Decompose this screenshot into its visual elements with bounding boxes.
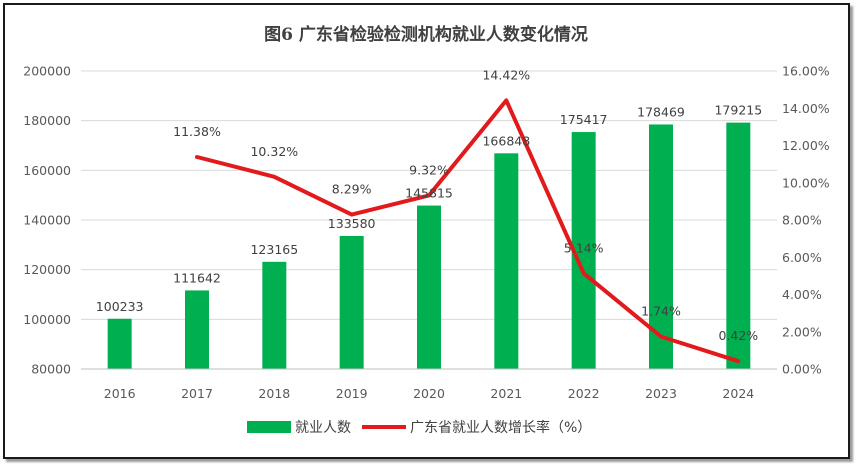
x-axis: 2016 2017 2018 2019 2020 2021 2022 2023 2024 [81, 368, 777, 401]
bar [262, 261, 287, 369]
bar-data-label: 111642 [173, 270, 221, 285]
left-axis-tick-label: 200000 [23, 64, 71, 79]
chart-canvas: 图6 广东省检验检测机构就业人数变化情况 80000 100000 120000 14… [23, 24, 830, 436]
line-data-label: 1.74% [641, 304, 681, 319]
right-axis-tick-label: 4.00% [782, 287, 822, 302]
chart-frame: 图6 广东省检验检测机构就业人数变化情况 80000 100000 120000 14… [3, 3, 850, 459]
bar [185, 290, 209, 369]
right-axis-tick-label: 8.00% [782, 213, 822, 228]
right-axis-tick-label: 2.00% [782, 324, 822, 339]
bar [494, 153, 519, 369]
growth-rate-line [195, 98, 741, 364]
bar-series [107, 122, 751, 369]
chart-title: 图6 广东省检验检测机构就业人数变化情况 [264, 24, 588, 45]
left-axis-tick-label: 100000 [23, 312, 71, 327]
bar-data-label: 123165 [250, 242, 298, 257]
legend-label-line: 广东省就业人数增长率（%） [410, 419, 591, 436]
line-series [195, 98, 741, 364]
right-axis-tick-label: 16.00% [782, 64, 830, 79]
line-data-label: 0.42% [718, 328, 758, 343]
x-axis-tick-label: 2018 [258, 386, 290, 401]
bar-data-label: 175417 [560, 112, 608, 127]
left-axis-tick-label: 80000 [31, 362, 71, 377]
x-axis-tick-label: 2019 [336, 386, 368, 401]
right-axis-tick-label: 6.00% [782, 250, 822, 265]
line-data-labels: 11.38% 10.32% 8.29% 9.32% 14.42% 5.14% 1.74% 0.… [173, 67, 758, 343]
line-data-label: 8.29% [332, 182, 372, 197]
line-data-label: 5.14% [564, 240, 604, 255]
bar-data-label: 100233 [96, 299, 144, 314]
legend-swatch-bar [247, 421, 291, 433]
right-axis-tick-label: 0.00% [782, 362, 822, 377]
bar [649, 124, 673, 369]
right-axis-tick-label: 14.00% [782, 101, 830, 116]
right-axis-tick-label: 12.00% [782, 138, 830, 153]
bar-data-label: 179215 [714, 103, 762, 118]
right-axis: 0.00% 2.00% 4.00% 6.00% 8.00% 10.00% 12.00% 14.… [782, 64, 830, 377]
left-axis: 80000 100000 120000 140000 160000 180000 20000… [23, 64, 71, 377]
line-data-label: 11.38% [173, 124, 221, 139]
bar-data-label: 178469 [637, 104, 685, 119]
x-axis-tick-label: 2023 [645, 386, 677, 401]
bar [417, 205, 441, 369]
x-axis-tick-label: 2017 [181, 386, 213, 401]
bar-data-label: 145815 [405, 186, 453, 201]
legend-label-bar: 就业人数 [295, 420, 351, 436]
line-data-label: 9.32% [409, 162, 449, 177]
legend: 就业人数 广东省就业人数增长率（%） [247, 419, 591, 436]
left-axis-tick-label: 120000 [23, 262, 71, 277]
x-axis-tick-label: 2021 [490, 386, 522, 401]
bar-data-label: 133580 [328, 216, 376, 231]
bar-data-label: 166848 [482, 133, 530, 148]
x-axis-tick-label: 2016 [104, 386, 136, 401]
x-axis-tick-label: 2024 [722, 386, 754, 401]
line-data-label: 10.32% [250, 144, 298, 159]
bar [339, 235, 364, 369]
bar [107, 318, 132, 369]
bar-data-labels: 100233 111642 123165 133580 145815 166848 1754… [96, 103, 762, 314]
line-data-label: 14.42% [482, 67, 530, 82]
bar [726, 122, 751, 369]
left-axis-tick-label: 140000 [23, 213, 71, 228]
x-axis-tick-label: 2022 [568, 386, 600, 401]
left-axis-tick-label: 180000 [23, 113, 71, 128]
right-axis-tick-label: 10.00% [782, 175, 830, 190]
x-axis-tick-label: 2020 [413, 386, 445, 401]
left-axis-tick-label: 160000 [23, 163, 71, 178]
